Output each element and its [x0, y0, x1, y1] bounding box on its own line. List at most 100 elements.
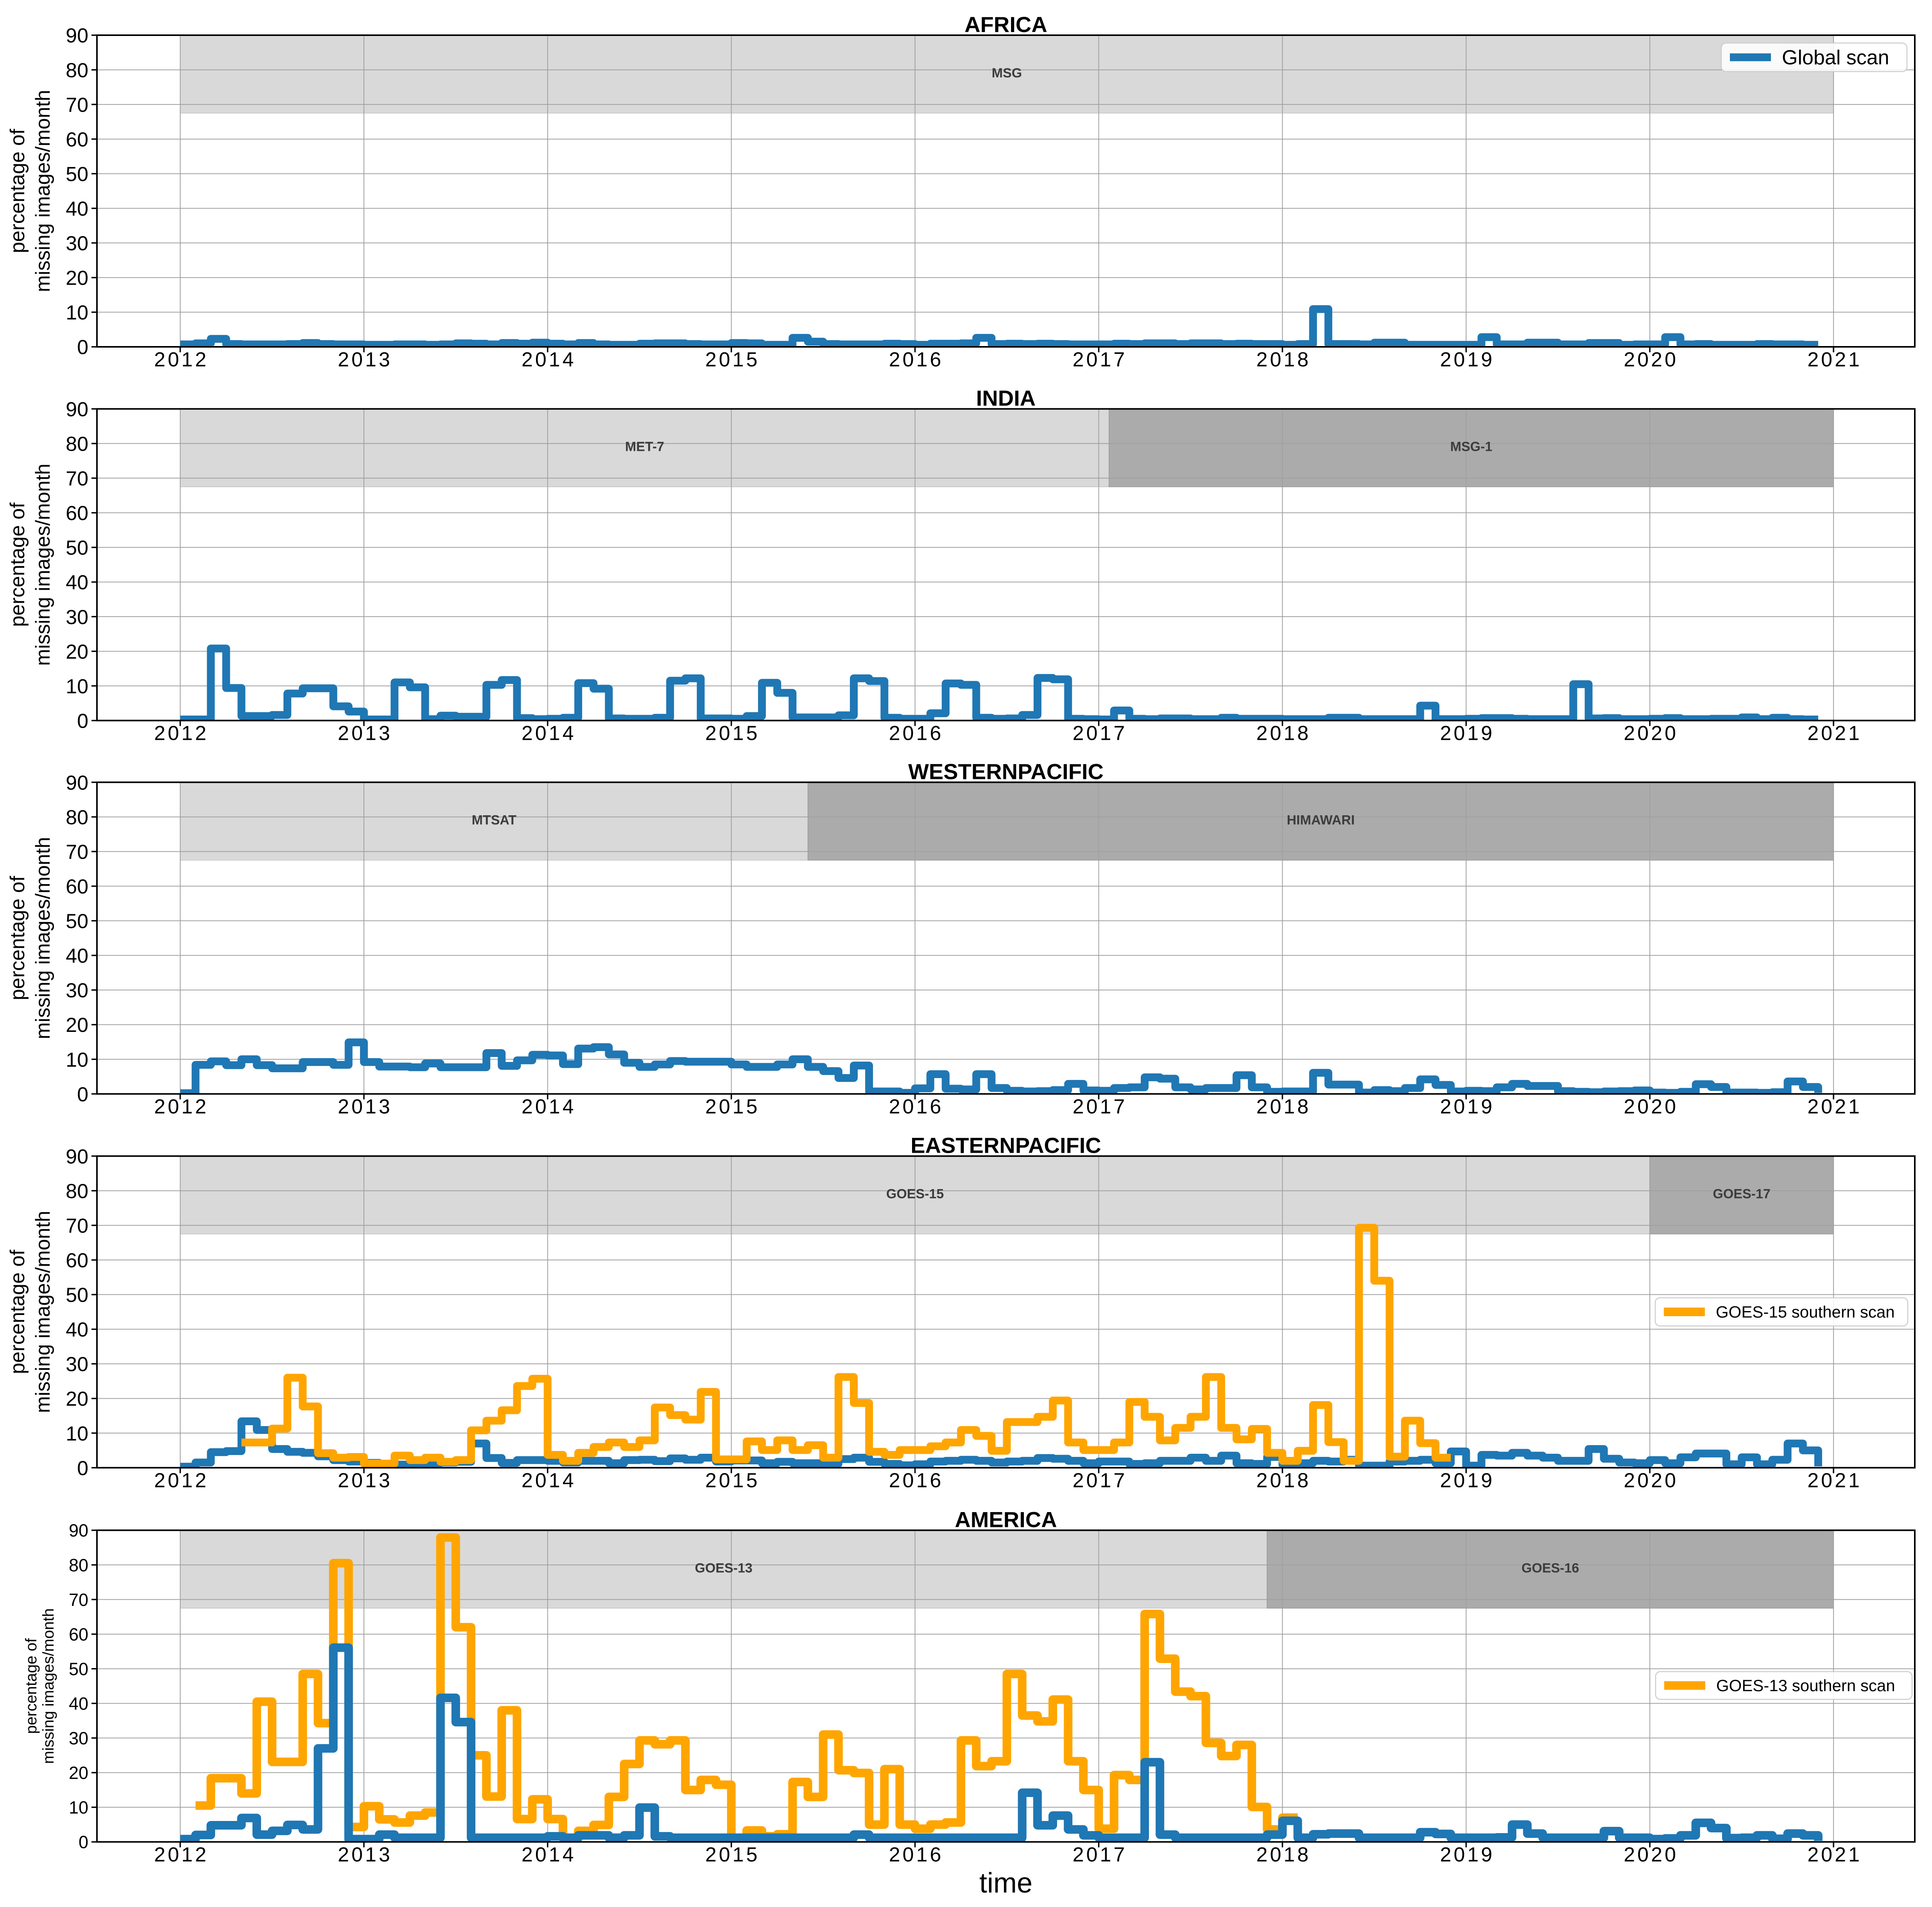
svg-text:2017: 2017 [1073, 722, 1127, 745]
svg-text:2012: 2012 [154, 722, 209, 745]
svg-text:2012: 2012 [154, 1096, 209, 1118]
svg-text:2018: 2018 [1256, 1096, 1311, 1118]
svg-text:70: 70 [69, 1590, 88, 1610]
svg-text:60: 60 [66, 502, 88, 525]
svg-text:2013: 2013 [338, 1844, 392, 1866]
svg-text:2017: 2017 [1073, 1844, 1127, 1866]
svg-text:40: 40 [66, 571, 88, 594]
svg-text:INDIA: INDIA [976, 386, 1036, 411]
svg-text:10: 10 [66, 675, 88, 698]
svg-text:2021: 2021 [1807, 348, 1862, 371]
svg-text:0: 0 [77, 336, 88, 359]
svg-text:2016: 2016 [889, 348, 944, 371]
svg-text:2019: 2019 [1440, 722, 1495, 745]
svg-text:2016: 2016 [889, 1469, 944, 1492]
svg-text:WESTERNPACIFIC: WESTERNPACIFIC [908, 759, 1104, 784]
svg-text:2015: 2015 [705, 1096, 760, 1118]
svg-text:AMERICA: AMERICA [955, 1507, 1057, 1532]
svg-text:2020: 2020 [1624, 1844, 1678, 1866]
svg-text:2012: 2012 [154, 1844, 209, 1866]
svg-text:percentage of: percentage of [6, 502, 29, 627]
svg-text:50: 50 [66, 163, 88, 186]
svg-text:percentage of: percentage of [23, 1638, 40, 1734]
svg-text:2019: 2019 [1440, 1844, 1495, 1866]
svg-text:2014: 2014 [522, 1096, 576, 1118]
svg-text:2020: 2020 [1624, 348, 1678, 371]
svg-text:2017: 2017 [1073, 348, 1127, 371]
svg-text:HIMAWARI: HIMAWARI [1287, 813, 1355, 828]
svg-text:60: 60 [66, 1249, 88, 1272]
svg-text:30: 30 [66, 1353, 88, 1376]
svg-text:0: 0 [77, 710, 88, 732]
svg-text:percentage of: percentage of [6, 129, 29, 253]
svg-text:2018: 2018 [1256, 348, 1311, 371]
svg-text:30: 30 [69, 1728, 88, 1748]
svg-text:2018: 2018 [1256, 1844, 1311, 1866]
svg-text:0: 0 [77, 1457, 88, 1480]
svg-text:2019: 2019 [1440, 1096, 1495, 1118]
svg-text:missing images/month: missing images/month [40, 1608, 57, 1764]
svg-text:2013: 2013 [338, 1469, 392, 1492]
svg-text:2016: 2016 [889, 722, 944, 745]
svg-text:30: 30 [66, 980, 88, 1002]
svg-text:MET-7: MET-7 [625, 440, 664, 454]
svg-text:missing images/month: missing images/month [32, 1211, 54, 1413]
svg-text:80: 80 [66, 1180, 88, 1203]
svg-text:2012: 2012 [154, 1469, 209, 1492]
svg-text:80: 80 [66, 806, 88, 829]
svg-text:2015: 2015 [705, 1844, 760, 1866]
svg-text:MSG-1: MSG-1 [1450, 440, 1493, 454]
svg-text:GOES-15: GOES-15 [886, 1187, 944, 1202]
svg-text:2017: 2017 [1073, 1096, 1127, 1118]
svg-text:70: 70 [66, 1215, 88, 1237]
svg-text:MSG: MSG [992, 66, 1022, 81]
svg-text:20: 20 [66, 267, 88, 290]
svg-text:70: 70 [66, 94, 88, 117]
svg-text:2018: 2018 [1256, 722, 1311, 745]
svg-text:2012: 2012 [154, 348, 209, 371]
svg-text:2014: 2014 [522, 348, 576, 371]
svg-text:10: 10 [69, 1798, 88, 1817]
svg-text:2019: 2019 [1440, 348, 1495, 371]
svg-text:0: 0 [79, 1832, 88, 1852]
svg-text:2020: 2020 [1624, 1469, 1678, 1492]
svg-text:20: 20 [66, 1014, 88, 1037]
svg-text:10: 10 [66, 301, 88, 324]
svg-text:90: 90 [66, 398, 88, 421]
svg-text:time: time [979, 1868, 1032, 1899]
svg-text:AFRICA: AFRICA [964, 12, 1047, 37]
svg-text:50: 50 [66, 537, 88, 560]
svg-text:30: 30 [66, 232, 88, 255]
svg-text:80: 80 [66, 59, 88, 82]
svg-text:90: 90 [66, 1145, 88, 1168]
svg-text:2021: 2021 [1807, 1469, 1862, 1492]
svg-text:GOES-13 southern scan: GOES-13 southern scan [1716, 1676, 1895, 1695]
svg-text:10: 10 [66, 1423, 88, 1445]
svg-text:70: 70 [66, 841, 88, 863]
svg-text:90: 90 [69, 1521, 88, 1541]
svg-text:30: 30 [66, 606, 88, 629]
svg-text:60: 60 [66, 128, 88, 151]
svg-text:missing images/month: missing images/month [32, 837, 54, 1039]
svg-text:70: 70 [66, 468, 88, 490]
svg-text:2017: 2017 [1073, 1469, 1127, 1492]
svg-text:2014: 2014 [522, 1844, 576, 1866]
svg-text:60: 60 [66, 875, 88, 898]
svg-text:80: 80 [66, 433, 88, 456]
svg-text:2018: 2018 [1256, 1469, 1311, 1492]
svg-text:Global scan: Global scan [1782, 47, 1889, 69]
svg-text:2013: 2013 [338, 722, 392, 745]
svg-text:50: 50 [69, 1659, 88, 1679]
svg-text:percentage of: percentage of [6, 1250, 29, 1374]
svg-text:GOES-16: GOES-16 [1522, 1561, 1579, 1576]
svg-text:2014: 2014 [522, 722, 576, 745]
svg-text:2019: 2019 [1440, 1469, 1495, 1492]
svg-text:missing images/month: missing images/month [32, 464, 54, 666]
svg-text:0: 0 [77, 1083, 88, 1106]
svg-text:2021: 2021 [1807, 722, 1862, 745]
svg-text:MTSAT: MTSAT [472, 813, 517, 828]
svg-text:80: 80 [69, 1555, 88, 1575]
svg-text:10: 10 [66, 1049, 88, 1071]
svg-text:missing images/month: missing images/month [32, 90, 54, 292]
svg-text:50: 50 [66, 1284, 88, 1307]
